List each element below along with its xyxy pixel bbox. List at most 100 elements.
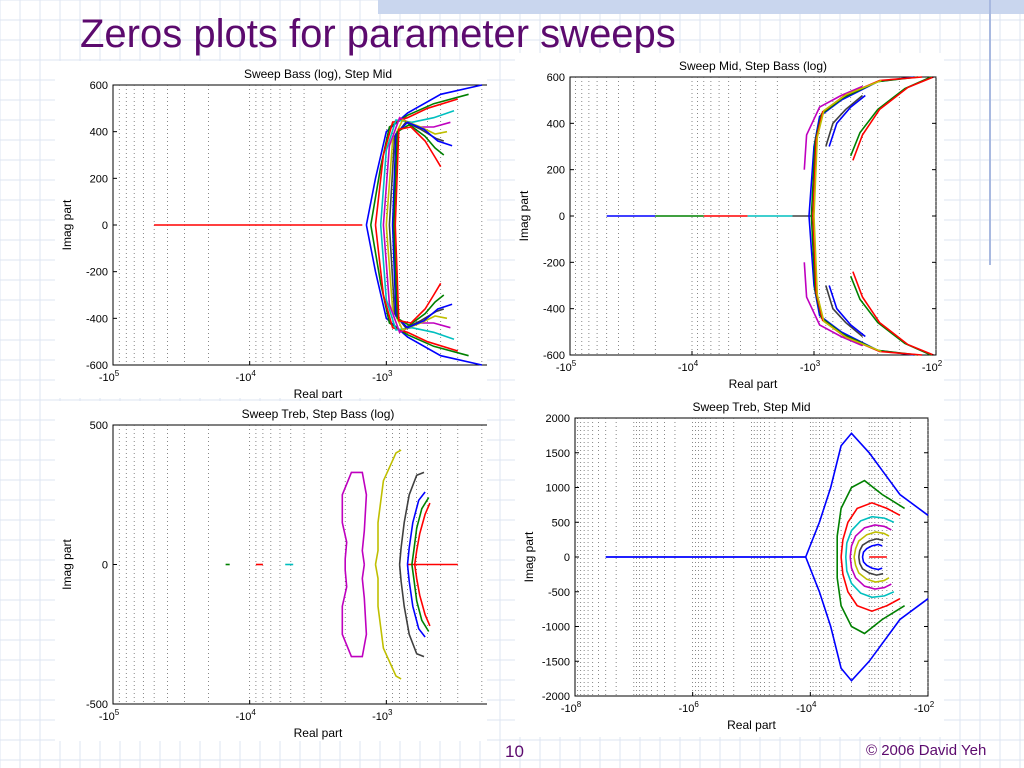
y-tick-label: 2000	[546, 413, 570, 425]
y-tick-label: 500	[90, 420, 108, 432]
series-line-conjugate	[803, 262, 863, 347]
series-line-conjugate	[852, 271, 934, 356]
series-line-conjugate	[836, 557, 906, 635]
x-tick-label: -104	[678, 359, 699, 374]
chart-title: Sweep Mid, Step Bass (log)	[679, 59, 827, 73]
chart-title: Sweep Treb, Step Mid	[692, 400, 810, 414]
y-tick-label: 600	[547, 72, 565, 84]
series-line-conjugate	[394, 224, 442, 324]
series-line-conjugate	[813, 215, 882, 353]
series-line	[341, 471, 368, 565]
x-axis-label: Real part	[294, 387, 343, 398]
x-axis-label: Real part	[727, 718, 776, 732]
x-tick-label: -104	[235, 708, 256, 723]
series-line-conjugate	[393, 224, 445, 327]
series-line-conjugate	[341, 564, 368, 658]
series-line-conjugate	[413, 564, 431, 627]
chart-sweep-treb-step-bass: Sweep Treb, Step Bass (log) 500 0 -500-105 -…	[60, 407, 487, 740]
plot-panel-sweep-bass: Sweep Bass (log), Step Mid 600 400 200 0 -200…	[55, 61, 487, 398]
series-line-conjugate	[828, 285, 866, 338]
chart-title: Sweep Treb, Step Bass (log)	[242, 407, 395, 421]
series-group	[605, 432, 929, 682]
y-tick-label: -500	[86, 699, 108, 711]
x-axis-label: Real part	[294, 726, 343, 740]
chart-title: Sweep Bass (log), Step Mid	[244, 67, 392, 81]
y-tick-label: -600	[543, 350, 565, 362]
y-tick-label: -200	[86, 267, 108, 279]
y-axis-label: Imag part	[60, 199, 74, 250]
x-tick-label: -104	[235, 369, 256, 384]
series-line-conjugate	[406, 564, 426, 638]
x-tick-label: -104	[796, 700, 817, 715]
series-line	[411, 497, 430, 565]
page-number: 10	[505, 742, 524, 761]
series-line	[605, 432, 929, 558]
series-line-conjugate	[605, 556, 929, 682]
plot-panel-sweep-treb-bass: Sweep Treb, Step Bass (log) 500 0 -500 -105 -…	[55, 401, 487, 741]
y-tick-label: 1000	[546, 483, 570, 495]
series-line	[388, 121, 445, 226]
series-line	[853, 531, 890, 558]
x-tick-label: -105	[99, 369, 120, 384]
y-tick-label: 200	[547, 165, 565, 177]
series-line-conjugate	[849, 556, 892, 590]
y-tick-label: 600	[90, 80, 108, 92]
y-tick-label: -400	[86, 313, 108, 325]
series-line	[845, 515, 895, 558]
series-line-conjugate	[388, 224, 445, 329]
series-group	[154, 84, 483, 366]
y-axis-label: Imag part	[517, 190, 531, 241]
series-line-conjugate	[861, 556, 883, 571]
x-tick-label: -105	[99, 708, 120, 723]
series-line	[398, 471, 425, 565]
x-tick-label: -108	[561, 700, 582, 715]
series-line-conjugate	[845, 556, 895, 599]
y-tick-label: -1000	[542, 622, 570, 634]
series-line	[413, 502, 431, 565]
plot-panel-sweep-mid: Sweep Mid, Step Bass (log) 600 400 200 0 -200…	[515, 53, 944, 402]
y-tick-label: -2000	[542, 691, 570, 703]
y-tick-label: 0	[559, 211, 565, 223]
series-line-conjugate	[374, 564, 402, 680]
series-line	[803, 85, 863, 170]
header-band	[378, 0, 1024, 14]
x-axis-label: Real part	[729, 377, 778, 391]
y-tick-label: 0	[564, 552, 570, 564]
y-tick-label: 400	[547, 118, 565, 130]
series-line	[391, 121, 453, 226]
series-line-conjugate	[840, 556, 901, 613]
y-tick-label: 400	[90, 127, 108, 139]
series-line	[813, 79, 882, 217]
series-group	[225, 449, 458, 680]
y-axis-label: Imag part	[522, 531, 536, 582]
series-line	[406, 491, 426, 565]
series-line	[828, 94, 866, 147]
series-line	[374, 449, 402, 565]
series-line-conjugate	[858, 556, 884, 576]
y-tick-label: 0	[102, 560, 108, 572]
series-line	[393, 123, 445, 226]
series-group	[606, 76, 934, 356]
copyright-text: © 2006 David Yeh	[866, 742, 987, 759]
y-axis-label: Imag part	[60, 538, 74, 589]
chart-sweep-mid-step-bass: Sweep Mid, Step Bass (log) 600 400 200 0 -200…	[517, 59, 943, 391]
y-tick-label: 200	[90, 173, 108, 185]
y-tick-label: 1500	[546, 448, 570, 460]
x-tick-label: -102	[914, 700, 935, 715]
y-tick-label: -600	[86, 360, 108, 372]
series-line	[858, 538, 884, 558]
slide-title: Zeros plots for parameter sweeps	[80, 12, 676, 56]
series-line-conjugate	[853, 556, 890, 583]
chart-sweep-bass-step-mid: Sweep Bass (log), Step Mid 600 400 200 0 -200…	[60, 67, 487, 398]
x-tick-label: -105	[556, 359, 577, 374]
series-line	[394, 126, 442, 226]
plot-panel-sweep-treb-mid: Sweep Treb, Step Mid 2000 1500 1000 500 0 -500…	[515, 396, 944, 737]
x-tick-label: -106	[678, 700, 699, 715]
x-tick-label: -103	[372, 369, 393, 384]
series-line-conjugate	[825, 285, 864, 338]
x-tick-label: -102	[922, 359, 943, 374]
y-tick-label: -200	[543, 257, 565, 269]
y-tick-label: 500	[552, 517, 570, 529]
y-tick-label: -500	[548, 587, 570, 599]
series-line	[852, 76, 934, 161]
